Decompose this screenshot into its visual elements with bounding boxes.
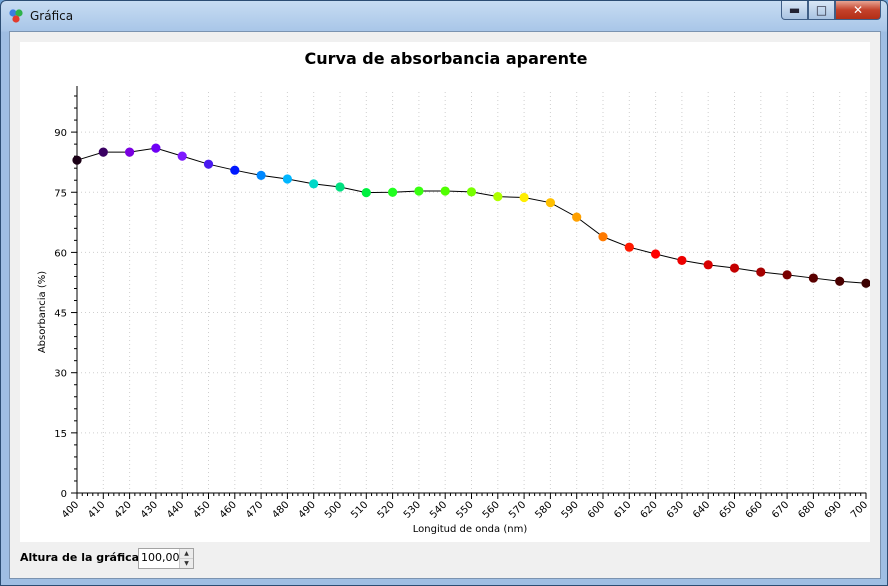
window-controls: ▬ □ ✕ bbox=[781, 1, 881, 21]
data-point bbox=[309, 179, 319, 189]
x-tick-label: 500 bbox=[323, 499, 344, 520]
title-bar[interactable]: Gráfica ▬ □ ✕ bbox=[1, 1, 887, 31]
x-tick-label: 680 bbox=[796, 499, 817, 520]
x-tick-label: 510 bbox=[349, 499, 370, 520]
x-tick-label: 670 bbox=[770, 499, 791, 520]
data-point bbox=[282, 174, 292, 184]
x-tick-label: 520 bbox=[376, 499, 397, 520]
chart-panel: Curva de absorbancia aparente 0 15 30 45 60 7… bbox=[20, 42, 871, 542]
x-tick-label: 420 bbox=[113, 499, 134, 520]
data-point bbox=[335, 182, 345, 192]
data-point bbox=[651, 249, 661, 259]
chart-height-spinbox[interactable]: 100,00 ▲ ▼ bbox=[138, 548, 194, 569]
app-icon bbox=[9, 9, 23, 23]
x-tick-label: 590 bbox=[560, 499, 581, 520]
x-tick-label: 490 bbox=[297, 499, 318, 520]
spin-buttons: ▲ ▼ bbox=[179, 549, 193, 568]
data-point bbox=[519, 192, 529, 203]
minimize-button[interactable]: ▬ bbox=[781, 1, 808, 20]
data-point bbox=[256, 170, 266, 181]
y-tick-label: 30 bbox=[54, 369, 67, 380]
x-tick-label: 660 bbox=[744, 499, 765, 520]
y-axis-ticks: 0 15 30 45 60 75 90 bbox=[54, 128, 67, 500]
chevron-down-icon: ▼ bbox=[184, 560, 189, 567]
client-area: Curva de absorbancia aparente 0 15 30 45 60 7… bbox=[9, 31, 881, 579]
maximize-icon: □ bbox=[815, 3, 828, 17]
data-point bbox=[572, 212, 582, 222]
data-point bbox=[203, 159, 214, 169]
x-tick-label: 450 bbox=[191, 499, 212, 520]
y-tick-label: 45 bbox=[54, 309, 67, 320]
x-tick-label: 400 bbox=[60, 499, 81, 520]
data-point bbox=[808, 273, 819, 283]
x-tick-label: 460 bbox=[218, 499, 239, 520]
data-point bbox=[361, 188, 371, 198]
x-tick-label: 620 bbox=[639, 499, 660, 520]
data-point bbox=[782, 270, 792, 280]
data-point bbox=[624, 242, 634, 252]
x-tick-label: 640 bbox=[691, 499, 712, 520]
data-point bbox=[466, 187, 477, 197]
axes bbox=[71, 86, 867, 499]
x-tick-label: 630 bbox=[665, 499, 686, 520]
x-tick-label: 600 bbox=[586, 499, 607, 520]
chevron-up-icon: ▲ bbox=[184, 550, 189, 557]
data-point bbox=[835, 276, 845, 286]
x-tick-label: 560 bbox=[481, 499, 502, 520]
close-icon: ✕ bbox=[852, 3, 864, 17]
x-tick-label: 610 bbox=[612, 499, 633, 520]
window-title: Gráfica bbox=[30, 9, 74, 23]
y-tick-label: 90 bbox=[54, 128, 67, 139]
data-points bbox=[72, 143, 871, 288]
y-tick-label: 75 bbox=[54, 188, 67, 199]
x-tick-label: 440 bbox=[165, 499, 186, 520]
data-point bbox=[388, 187, 398, 197]
y-axis-label: Absorbancia (%) bbox=[37, 271, 48, 353]
x-tick-label: 530 bbox=[402, 499, 423, 520]
data-point bbox=[861, 278, 871, 288]
spin-down-button[interactable]: ▼ bbox=[180, 558, 193, 568]
data-point bbox=[151, 143, 161, 153]
data-point bbox=[72, 155, 82, 165]
x-axis-ticks: 400 410 420 430 440 450 460 470 480 490 500 510 520 5… bbox=[60, 499, 870, 520]
grid-lines bbox=[77, 92, 867, 493]
data-point bbox=[230, 165, 240, 175]
x-tick-label: 650 bbox=[717, 499, 738, 520]
x-tick-label: 430 bbox=[139, 499, 160, 520]
data-point bbox=[125, 147, 135, 157]
maximize-button[interactable]: □ bbox=[808, 1, 835, 20]
data-point bbox=[545, 198, 556, 208]
data-point bbox=[98, 147, 108, 157]
x-tick-label: 540 bbox=[428, 499, 449, 520]
data-point bbox=[440, 186, 450, 196]
x-tick-label: 570 bbox=[507, 499, 528, 520]
x-tick-label: 470 bbox=[244, 499, 265, 520]
data-point bbox=[729, 263, 740, 273]
x-tick-label: 580 bbox=[533, 499, 554, 520]
minimize-icon: ▬ bbox=[788, 3, 801, 17]
data-point bbox=[493, 192, 503, 202]
spin-up-button[interactable]: ▲ bbox=[180, 549, 193, 558]
absorbance-chart: Curva de absorbancia aparente 0 15 30 45 60 7… bbox=[37, 49, 871, 535]
data-point bbox=[598, 232, 608, 242]
x-axis-label: Longitud de onda (nm) bbox=[413, 524, 528, 535]
x-tick-label: 690 bbox=[823, 499, 844, 520]
y-tick-label: 60 bbox=[54, 248, 67, 259]
x-tick-label: 410 bbox=[86, 499, 107, 520]
chart-height-value[interactable]: 100,00 bbox=[141, 551, 180, 564]
data-point bbox=[414, 186, 424, 196]
x-tick-label: 700 bbox=[849, 499, 870, 520]
close-button[interactable]: ✕ bbox=[835, 1, 881, 20]
data-point bbox=[177, 151, 187, 161]
chart-title: Curva de absorbancia aparente bbox=[304, 49, 587, 68]
data-point bbox=[677, 255, 687, 266]
x-tick-label: 480 bbox=[270, 499, 291, 520]
y-tick-label: 0 bbox=[61, 489, 67, 500]
data-point bbox=[756, 267, 766, 277]
y-tick-label: 15 bbox=[54, 429, 67, 440]
chart-height-label: Altura de la gráfica: bbox=[20, 551, 144, 564]
data-point bbox=[703, 260, 713, 270]
x-tick-label: 550 bbox=[454, 499, 475, 520]
